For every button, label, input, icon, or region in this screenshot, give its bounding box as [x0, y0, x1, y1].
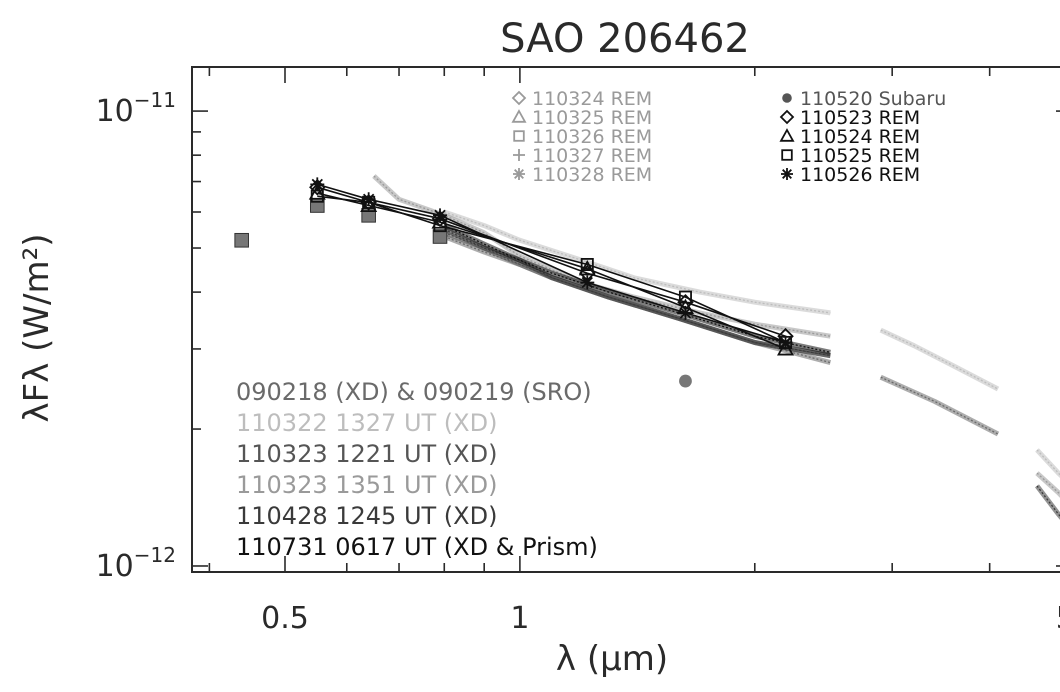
legend-photometry-label: 110520 Subaru — [800, 88, 946, 110]
photometry-point — [433, 208, 448, 223]
legend-photometry-marker — [513, 130, 525, 142]
photometry-point — [308, 184, 326, 200]
spectrum-line-detail — [444, 225, 831, 353]
legend-photometry-marker — [511, 90, 527, 106]
spectrum-line-detail — [444, 211, 831, 314]
x-axis-label: λ (μm) — [556, 639, 668, 679]
spectrum-line — [1035, 448, 1060, 479]
legend-photometry-label: 110325 REM — [532, 107, 652, 129]
chart-title: SAO 206462 — [500, 16, 750, 62]
photometry-point — [433, 219, 447, 233]
y-tick-label: 10−12 — [96, 543, 176, 584]
photometry-point — [310, 177, 325, 192]
photometry-point — [580, 257, 594, 271]
legend-photometry-marker — [779, 109, 795, 125]
legend-spectrum-label: 110428 1245 UT (XD) — [236, 502, 497, 530]
legend-photometry-label: 110327 REM — [532, 145, 652, 167]
legend-photometry-label: 110324 REM — [532, 88, 652, 110]
plot-frame — [191, 66, 1060, 573]
x-tick-label: 1 — [510, 601, 529, 636]
legend-photometry-marker — [779, 128, 795, 142]
photometry-line — [317, 186, 786, 337]
legend-spectra: 090218 (XD) & 090219 (SRO) 110322 1327 UT… — [236, 378, 598, 561]
photometry-point — [678, 305, 693, 320]
photometry-point — [362, 195, 376, 209]
legend-photometry-label: 110526 REM — [800, 164, 920, 186]
spectrum-line-detail — [373, 175, 831, 337]
archival-point — [679, 374, 692, 388]
x-tick-label: 0.5 — [261, 601, 309, 636]
photometry-point — [361, 192, 376, 207]
spectrum-line — [1035, 484, 1060, 520]
legend-photometry-label: 110523 REM — [800, 107, 920, 129]
legend-photometry-label: 110524 REM — [800, 126, 920, 148]
photometry-point — [779, 335, 793, 349]
spectrum-line — [879, 374, 1000, 437]
archival-point — [234, 232, 249, 248]
legend-photometry-label: 110328 REM — [532, 164, 652, 186]
spectrum-line — [372, 174, 831, 339]
legend-photometry-label: 110525 REM — [800, 145, 920, 167]
legend-photometry-marker — [511, 109, 527, 123]
spectrum-line-detail — [1036, 472, 1060, 496]
photometry-point — [580, 275, 595, 290]
legend-photometry-marker — [513, 168, 525, 180]
photometry-line — [317, 195, 786, 344]
photometry-point — [310, 189, 324, 203]
photometry-line — [317, 183, 786, 344]
spectrum-line-detail — [444, 228, 831, 357]
photometry-point — [578, 259, 596, 276]
legend-photometry-marker — [782, 93, 792, 103]
legend-spectrum-label: 110323 1221 UT (XD) — [236, 440, 497, 468]
photometry-point — [678, 290, 692, 304]
y-tick-label: 10−11 — [96, 88, 176, 129]
legend-spectrum-label: 110323 1351 UT (XD) — [236, 471, 497, 499]
photometry-point — [778, 335, 793, 350]
legend-spectrum-label: 110731 0617 UT (XD & Prism) — [236, 533, 598, 561]
axis-ticks: 0.5 1 5 10−11 10−12 — [96, 67, 1060, 636]
legend-photometry-marker — [781, 168, 793, 180]
archival-point — [432, 229, 448, 244]
plot-area — [234, 174, 1060, 520]
spectrum-line — [879, 327, 1000, 392]
x-tick-label: 5 — [1056, 601, 1060, 636]
legend-spectrum-label: 110322 1327 UT (XD) — [236, 409, 497, 437]
legend-photometry-label: 110326 REM — [532, 126, 652, 148]
legend-spectrum-label: 090218 (XD) & 090219 (SRO) — [236, 378, 592, 406]
y-axis-label: λFλ (W/m²) — [17, 234, 57, 423]
legend-photometry-marker — [781, 149, 793, 161]
legend-photometry-marker — [513, 149, 525, 161]
